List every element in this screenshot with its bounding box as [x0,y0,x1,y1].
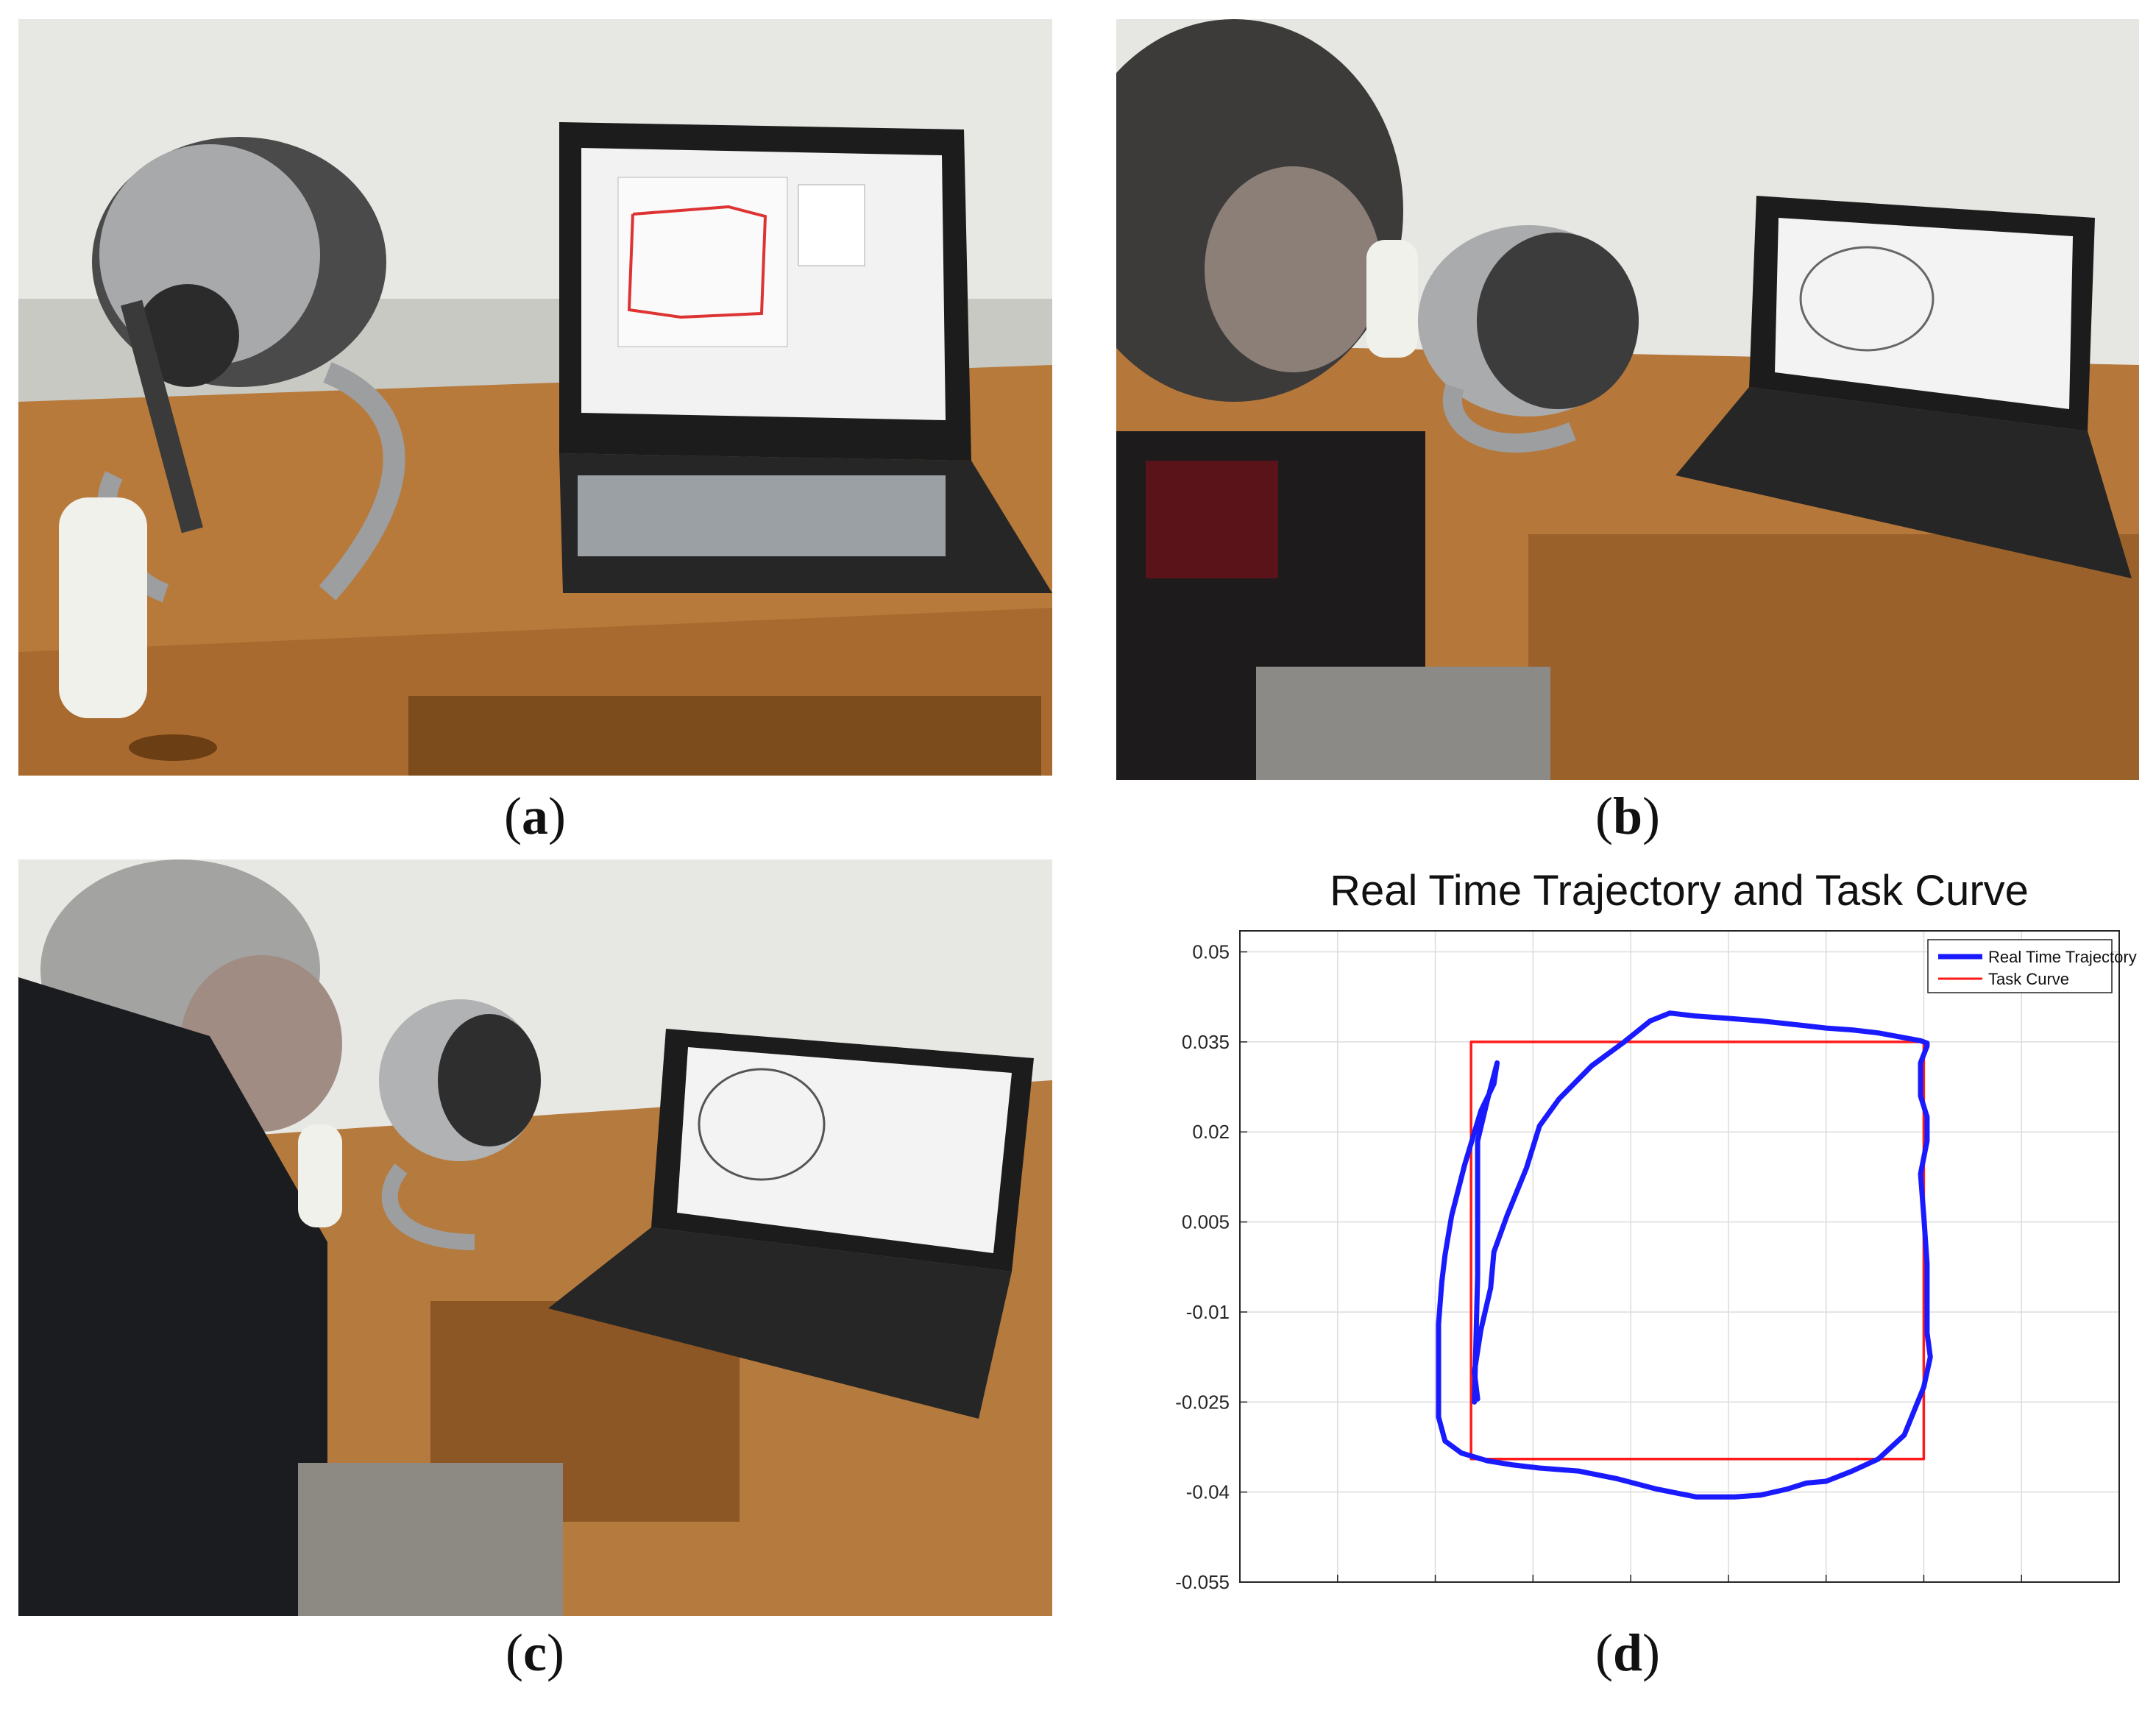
y-tick-label: -0.01 [1186,1301,1230,1323]
photo-b [1116,19,2139,780]
plot-frame [1239,930,2120,1583]
photo-a [18,19,1052,776]
y-tick-label: 0.02 [1192,1121,1230,1143]
panel-label-c: (c) [506,1623,564,1682]
photo-b-illustration [1116,19,2139,780]
panel-label-a: (a) [504,787,566,845]
series-real-time-trajectory [1436,1010,1933,1500]
x-tick-label: -0.055 [1311,1595,1365,1597]
photo-a-illustration [18,19,1052,776]
legend-box [1927,939,2113,993]
series-task-curve [1469,1041,1926,1461]
x-tick-label: 0.05 [2003,1595,2040,1597]
chart-title: Real Time Trajectory and Task Curve [1330,867,2029,915]
legend-label-trajectory: Real Time Trajectory [1988,948,2137,966]
legend: Real Time Trajectory Task Curve [1927,939,2137,993]
plot-area [1240,931,2119,1582]
panel-label-b: (b) [1595,787,1660,845]
photo-c-illustration [18,859,1052,1616]
y-tick-label: 0.005 [1182,1211,1230,1233]
x-tick-label: -0.01 [1609,1595,1652,1597]
legend-label-task-curve: Task Curve [1988,970,2069,988]
x-tick-label: 0.02 [1807,1595,1845,1597]
y-tick-label: 0.05 [1192,941,1230,963]
x-tick-label: 0.005 [1704,1595,1752,1597]
x-tick-label: 0.035 [1900,1595,1948,1597]
panel-label-d: (d) [1595,1623,1660,1682]
trajectory-chart: Real Time Trajectory and Task Curve -0.0… [1175,867,2137,1597]
x-tick-label: -0.04 [1414,1595,1457,1597]
series-layer [1436,1010,1933,1500]
x-tick-label: -0.025 [1506,1595,1560,1597]
y-tick-label: -0.04 [1186,1481,1230,1503]
y-tick-label: 0.035 [1182,1031,1230,1053]
photo-c [18,859,1052,1616]
y-tick-label: -0.025 [1175,1391,1230,1413]
tick-labels: -0.055 -0.04 -0.025 -0.01 0.005 0.02 0.035 0.05… [1175,941,2040,1597]
y-tick-label: -0.055 [1175,1571,1230,1593]
